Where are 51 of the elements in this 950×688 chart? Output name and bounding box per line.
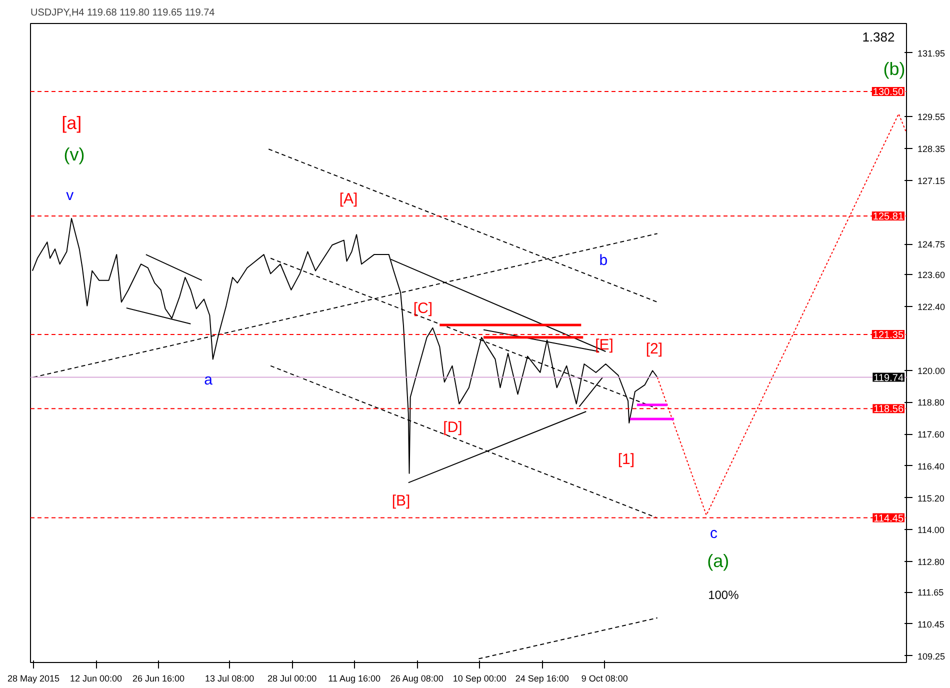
- ref-line-label: 130.50: [872, 86, 904, 98]
- y-tick-label: 114.00: [918, 525, 944, 536]
- annotation: 100%: [708, 588, 740, 602]
- y-tick-label: 123.60: [918, 270, 946, 280]
- annotation: [D]: [443, 418, 462, 436]
- y-tick-label: 115.20: [918, 493, 944, 504]
- ref-line-label: 125.81: [872, 212, 904, 223]
- y-tick-label: 110.45: [918, 619, 944, 630]
- y-tick-label: 111.65: [918, 588, 944, 598]
- annotation: c: [710, 524, 718, 542]
- y-tick-label: 116.40: [918, 461, 944, 472]
- y-tick-label: 112.80: [918, 557, 944, 568]
- annotation: [1]: [618, 450, 635, 468]
- x-tick-label: 12 Jun 00:00: [70, 674, 122, 684]
- x-tick-label: 11 Aug 16:00: [328, 674, 381, 684]
- y-tick-label: 129.55: [918, 112, 946, 122]
- x-tick-label: 10 Sep 00:00: [452, 674, 506, 684]
- ref-line-label: 114.45: [874, 513, 904, 524]
- x-tick-label: 9 Oct 08:00: [581, 674, 628, 684]
- chart-title: USDJPY,H4 119.68 119.80 119.65 119.74: [30, 8, 216, 18]
- y-tick-label: 120.00: [918, 366, 946, 376]
- y-tick-label: 124.75: [918, 240, 946, 250]
- annotation: (b): [883, 58, 906, 79]
- annotation: (a): [707, 550, 730, 571]
- x-tick-label: 28 May 2015: [8, 674, 60, 684]
- annotation: b: [599, 252, 608, 270]
- y-tick-label: 128.35: [918, 144, 946, 154]
- annotation: [A]: [339, 190, 358, 208]
- annotation: v: [66, 186, 74, 204]
- x-tick-label: 13 Jul 08:00: [205, 674, 254, 684]
- y-tick-label: 131.95: [918, 48, 946, 58]
- annotation: a: [204, 372, 214, 389]
- ref-line-label: 119.74: [874, 372, 904, 384]
- ref-line-label: 121.35: [872, 330, 904, 341]
- y-tick-label: 127.15: [918, 176, 946, 186]
- annotation: [2]: [646, 340, 663, 358]
- annotation: (v): [64, 144, 85, 164]
- annotation: [B]: [392, 492, 410, 510]
- x-tick-label: 28 Jul 00:00: [268, 674, 317, 684]
- y-tick-label: 117.60: [918, 430, 944, 440]
- annotation: [a]: [62, 113, 82, 134]
- y-tick-label: 122.40: [918, 302, 946, 312]
- y-tick-label: 109.25: [918, 651, 946, 662]
- annotation: 1.382: [862, 29, 895, 44]
- y-tick-label: 118.80: [918, 398, 944, 408]
- x-tick-label: 24 Sep 16:00: [515, 674, 569, 684]
- annotation: [C]: [413, 300, 433, 317]
- ref-line-label: 118.56: [874, 404, 904, 416]
- x-tick-label: 26 Jun 16:00: [132, 674, 185, 684]
- x-tick-label: 26 Aug 08:00: [390, 674, 444, 684]
- annotation: [E]: [595, 336, 614, 354]
